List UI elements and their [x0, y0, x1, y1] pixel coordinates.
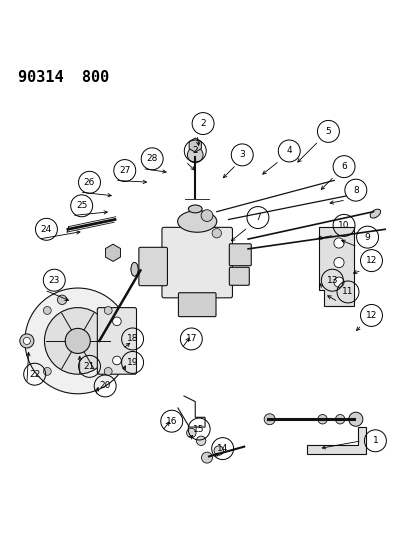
Circle shape [65, 328, 90, 353]
Circle shape [333, 238, 343, 248]
Ellipse shape [177, 211, 216, 232]
Text: 14: 14 [216, 444, 228, 453]
Text: 26: 26 [83, 178, 95, 187]
FancyBboxPatch shape [178, 293, 216, 317]
Circle shape [44, 308, 111, 374]
Circle shape [201, 452, 212, 463]
Text: 12: 12 [365, 256, 376, 265]
Circle shape [43, 367, 51, 375]
FancyBboxPatch shape [138, 247, 167, 286]
Text: 19: 19 [126, 358, 138, 367]
Polygon shape [318, 228, 353, 305]
FancyBboxPatch shape [161, 228, 232, 298]
FancyBboxPatch shape [229, 244, 251, 266]
Circle shape [186, 428, 196, 438]
Text: 2: 2 [200, 119, 205, 128]
Text: 12: 12 [365, 311, 376, 320]
Text: 2: 2 [192, 147, 197, 156]
Circle shape [317, 415, 326, 424]
Circle shape [25, 288, 131, 394]
Text: 20: 20 [99, 382, 111, 391]
Text: 3: 3 [239, 150, 244, 159]
Ellipse shape [112, 356, 121, 365]
Polygon shape [105, 244, 120, 261]
Text: 23: 23 [48, 276, 60, 285]
Circle shape [263, 414, 275, 425]
Text: 10: 10 [337, 221, 349, 230]
Circle shape [335, 415, 344, 424]
Circle shape [333, 277, 343, 287]
Text: 25: 25 [76, 201, 87, 211]
Text: 5: 5 [325, 127, 330, 136]
Circle shape [211, 229, 221, 238]
Ellipse shape [131, 262, 138, 276]
Text: 21: 21 [83, 362, 95, 371]
Polygon shape [306, 427, 365, 455]
Text: 28: 28 [146, 154, 157, 163]
Ellipse shape [112, 317, 121, 326]
Text: 90314  800: 90314 800 [18, 70, 109, 85]
Circle shape [196, 436, 205, 446]
Text: 9: 9 [364, 232, 370, 241]
Text: 16: 16 [166, 417, 177, 426]
Text: 4: 4 [286, 147, 291, 156]
Circle shape [214, 446, 223, 455]
Circle shape [201, 209, 212, 221]
Polygon shape [189, 138, 201, 152]
Text: 22: 22 [29, 370, 40, 379]
Text: 24: 24 [41, 225, 52, 234]
Text: 7: 7 [254, 213, 260, 222]
Circle shape [187, 147, 203, 163]
Text: 18: 18 [126, 334, 138, 343]
Circle shape [57, 295, 66, 304]
Circle shape [348, 412, 362, 426]
Ellipse shape [369, 209, 380, 218]
Ellipse shape [131, 262, 138, 276]
Text: 6: 6 [340, 162, 346, 171]
Circle shape [333, 257, 343, 268]
Text: 11: 11 [342, 287, 353, 296]
FancyBboxPatch shape [229, 267, 249, 285]
Circle shape [104, 367, 112, 375]
Text: 13: 13 [326, 276, 337, 285]
Circle shape [104, 306, 112, 314]
Circle shape [43, 306, 51, 314]
FancyBboxPatch shape [97, 308, 136, 374]
Text: 27: 27 [119, 166, 130, 175]
Text: 1: 1 [372, 437, 377, 445]
Text: 15: 15 [193, 424, 204, 433]
Circle shape [23, 337, 30, 344]
Text: 17: 17 [185, 334, 197, 343]
Circle shape [20, 334, 34, 348]
Text: 8: 8 [352, 185, 358, 195]
Ellipse shape [188, 205, 202, 213]
